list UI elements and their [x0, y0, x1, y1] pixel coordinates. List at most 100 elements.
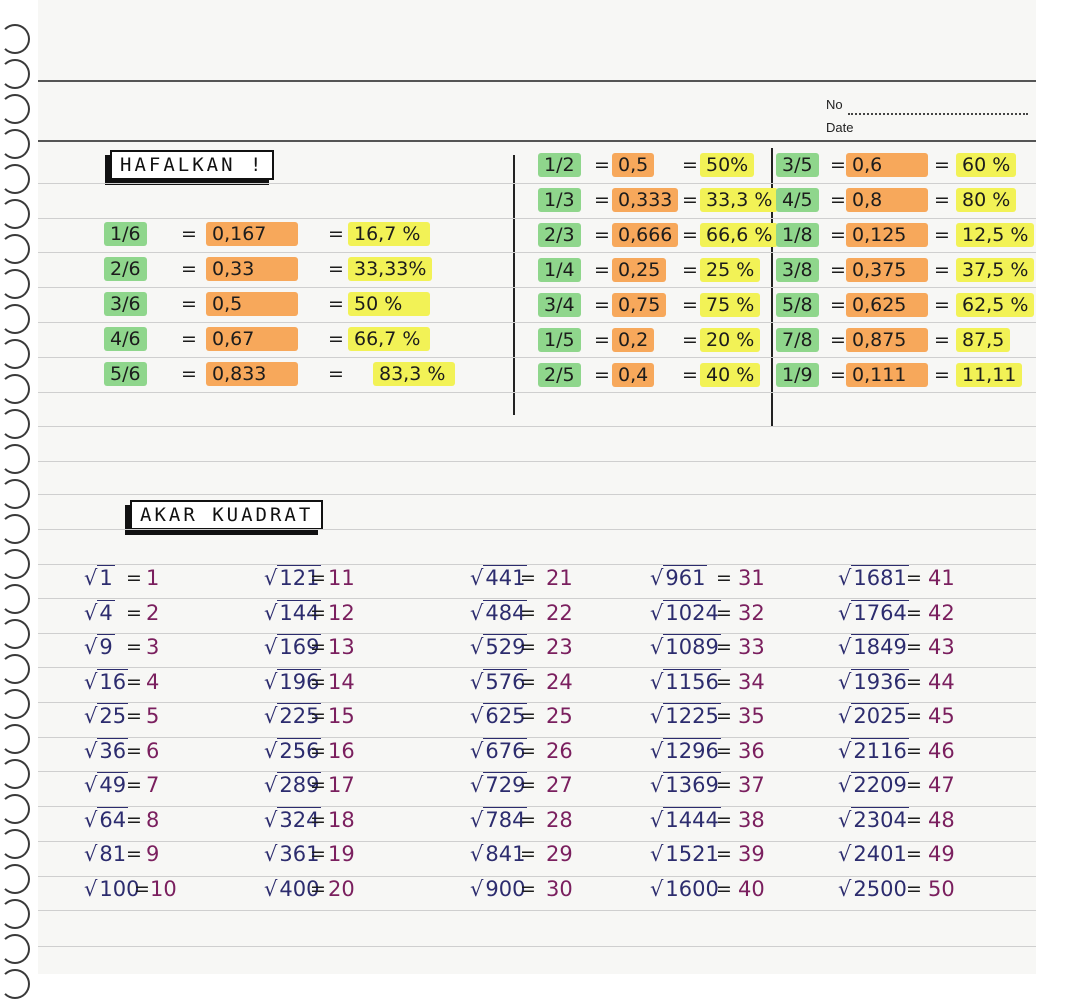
square-root-expression: √196	[264, 668, 322, 694]
radical-icon: √	[650, 876, 664, 901]
decimal-cell: 0,875	[846, 328, 928, 352]
percent-cell: 62,5 %	[956, 293, 1035, 317]
equals-sign: =	[310, 808, 326, 831]
ring-icon	[0, 339, 30, 369]
equals-sign: =	[682, 224, 698, 246]
ruled-line	[38, 218, 1036, 219]
equals-sign: =	[310, 877, 326, 900]
square-root-expression: √676	[470, 737, 528, 763]
fraction-cell: 1/8	[776, 223, 819, 247]
radicand: 289	[277, 772, 322, 797]
ring-icon	[0, 479, 30, 509]
square-root-result: 4	[146, 669, 160, 694]
radicand: 9	[97, 634, 115, 659]
square-root-result: 7	[146, 773, 160, 797]
radicand: 64	[97, 806, 129, 832]
fraction-cell: 2/6	[104, 257, 147, 281]
fraction-cell: 5/8	[776, 293, 819, 317]
equals-sign: =	[328, 258, 344, 280]
square-root-expression: √2401	[838, 841, 909, 866]
equals-sign: =	[126, 739, 142, 762]
ring-icon	[0, 269, 30, 299]
equals-sign: =	[716, 843, 732, 865]
ruled-line	[38, 806, 1036, 807]
decimal-cell: 0,375	[846, 258, 928, 282]
ring-icon	[0, 689, 30, 719]
radical-icon: √	[470, 600, 484, 625]
equals-sign: =	[126, 601, 142, 624]
square-root-result: 33	[738, 635, 765, 659]
square-root-result: 25	[546, 704, 573, 728]
radical-icon: √	[650, 704, 664, 728]
square-root-expression: √529	[470, 634, 528, 659]
percent-cell: 20 %	[700, 328, 761, 352]
ring-icon	[0, 409, 30, 439]
radical-icon: √	[84, 773, 98, 797]
ruled-line	[38, 140, 1036, 142]
radicand: 49	[97, 772, 129, 797]
ruled-line	[38, 702, 1036, 703]
square-root-expression: √16	[84, 668, 129, 694]
radical-icon: √	[838, 600, 852, 625]
radicand: 2116	[851, 737, 909, 763]
equals-sign: =	[126, 670, 142, 693]
equals-sign: =	[716, 601, 732, 624]
square-root-expression: √1521	[650, 841, 721, 866]
equals-sign: =	[906, 843, 922, 865]
square-root-expression: √1681	[838, 565, 909, 590]
equals-sign: =	[682, 259, 698, 281]
equals-sign: =	[310, 843, 326, 865]
radical-icon: √	[264, 566, 278, 590]
ruled-line	[38, 252, 1036, 253]
equals-sign: =	[830, 294, 846, 316]
radicand: 900	[483, 875, 528, 901]
date-label: Date	[826, 120, 854, 135]
square-root-expression: √49	[84, 772, 129, 797]
radicand: 324	[277, 806, 322, 832]
ruled-line	[38, 392, 1036, 393]
square-root-result: 23	[546, 635, 573, 659]
radicand: 1444	[663, 806, 721, 832]
radicand: 361	[277, 841, 322, 866]
fraction-cell: 1/2	[538, 153, 581, 177]
decimal-cell: 0,33	[206, 257, 298, 281]
square-root-expression: √625	[470, 703, 528, 728]
square-root-result: 17	[328, 773, 355, 797]
fraction-cell: 5/6	[104, 362, 147, 386]
radical-icon: √	[84, 876, 98, 901]
ring-icon	[0, 444, 30, 474]
square-root-result: 37	[738, 773, 765, 797]
radicand: 81	[97, 841, 129, 866]
equals-sign: =	[310, 567, 326, 589]
radicand: 2401	[851, 841, 909, 866]
ruled-line	[38, 287, 1036, 288]
square-root-expression: √2304	[838, 806, 909, 832]
percent-cell: 12,5 %	[956, 223, 1035, 247]
percent-cell: 83,3 %	[373, 362, 455, 386]
ring-icon	[0, 654, 30, 684]
radical-icon: √	[838, 842, 852, 866]
ring-icon	[0, 864, 30, 894]
radicand: 2304	[851, 806, 909, 832]
radical-icon: √	[84, 635, 98, 659]
radical-icon: √	[264, 773, 278, 797]
equals-sign: =	[682, 189, 698, 211]
radicand: 1225	[663, 703, 721, 728]
square-root-expression: √1296	[650, 737, 721, 763]
radicand: 841	[483, 841, 528, 866]
square-root-expression: √1849	[838, 634, 909, 659]
equals-sign: =	[830, 259, 846, 281]
equals-sign: =	[328, 328, 344, 350]
square-root-expression: √64	[84, 806, 129, 832]
equals-sign: =	[716, 567, 732, 589]
square-root-result: 2	[146, 600, 160, 625]
radical-icon: √	[470, 842, 484, 866]
percent-cell: 33,33%	[348, 257, 433, 281]
percent-cell: 33,3 %	[700, 188, 779, 212]
square-root-expression: √729	[470, 772, 528, 797]
radical-icon: √	[84, 704, 98, 728]
square-root-expression: √961	[650, 565, 708, 590]
equals-sign: =	[181, 328, 197, 350]
square-root-expression: √2500	[838, 875, 909, 901]
equals-sign: =	[906, 705, 922, 727]
